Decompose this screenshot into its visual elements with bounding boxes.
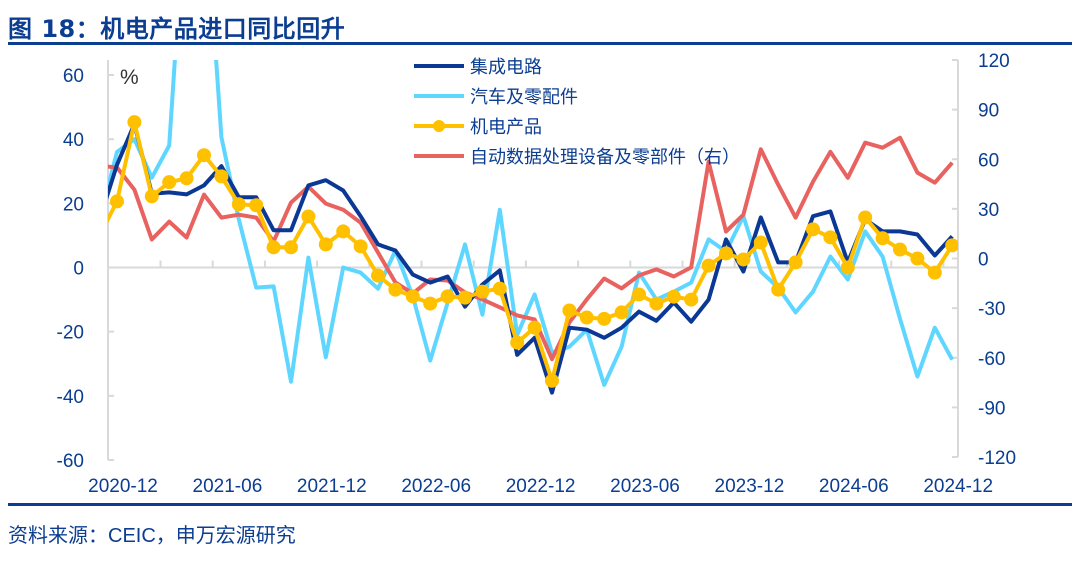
series-line xyxy=(108,60,954,387)
series-group xyxy=(108,60,958,395)
legend-label: 自动数据处理设备及零部件（右） xyxy=(470,147,740,168)
left-tick-label: 20 xyxy=(63,194,84,215)
data-point xyxy=(266,240,281,255)
left-tick-label: -20 xyxy=(57,323,84,344)
figure-title: 图 18：机电产品进口同比回升 xyxy=(8,15,346,43)
data-point xyxy=(492,281,507,296)
data-point xyxy=(858,210,873,225)
source-note: 资料来源：CEIC，申万宏源研究 xyxy=(8,525,296,547)
data-point xyxy=(579,310,594,325)
data-point xyxy=(753,235,768,250)
left-tick-label: -60 xyxy=(57,451,84,472)
x-tick-label: 2021-06 xyxy=(193,476,263,497)
x-tick-label: 2023-06 xyxy=(610,476,680,497)
right-tick-label: -30 xyxy=(978,299,1005,320)
data-point xyxy=(440,289,455,304)
data-point xyxy=(388,282,403,297)
right-tick-label: 30 xyxy=(978,200,999,221)
data-point xyxy=(301,209,316,224)
data-point xyxy=(788,255,803,270)
right-tick-label: 60 xyxy=(978,150,999,171)
data-point xyxy=(545,373,559,388)
data-point xyxy=(719,246,733,261)
data-point xyxy=(736,252,751,267)
data-point xyxy=(771,282,786,297)
data-point xyxy=(823,230,838,245)
data-point xyxy=(458,290,472,305)
right-tick-label: 0 xyxy=(978,250,989,271)
right-tick-label: -120 xyxy=(978,448,1016,469)
legend-label: 汽车及零配件 xyxy=(470,87,578,108)
unit-label: % xyxy=(120,66,139,89)
data-point xyxy=(318,237,333,252)
data-point xyxy=(597,311,612,326)
data-point xyxy=(632,287,646,302)
series-3 xyxy=(108,135,954,362)
x-tick-label: 2022-12 xyxy=(506,476,576,497)
data-point xyxy=(214,169,229,184)
legend-item: 自动数据处理设备及零部件（右） xyxy=(414,147,740,168)
legend-label: 机电产品 xyxy=(470,117,542,138)
data-point xyxy=(840,260,855,275)
left-tick-label: 40 xyxy=(63,130,84,151)
data-point xyxy=(527,320,542,335)
x-tick-label: 2020-12 xyxy=(88,476,158,497)
data-point xyxy=(562,303,577,318)
data-point xyxy=(197,148,211,163)
data-point xyxy=(475,284,490,299)
data-point xyxy=(927,265,942,280)
left-tick-label: 60 xyxy=(63,66,84,87)
legend-label: 集成电路 xyxy=(470,57,542,78)
footer-rule xyxy=(8,503,1072,506)
data-point xyxy=(144,189,159,204)
data-point xyxy=(336,224,351,239)
data-point xyxy=(666,289,681,304)
data-point xyxy=(249,198,264,213)
left-tick-label: -40 xyxy=(57,387,84,408)
series-1 xyxy=(108,60,954,387)
data-point xyxy=(806,222,820,237)
data-point xyxy=(371,268,385,283)
data-point xyxy=(510,335,525,350)
legend-item: 机电产品 xyxy=(414,117,542,138)
data-point xyxy=(875,231,890,246)
data-point xyxy=(701,258,716,273)
right-tick-label: 120 xyxy=(978,51,1010,72)
data-point xyxy=(649,296,664,311)
data-point xyxy=(231,197,246,212)
data-point xyxy=(945,238,958,253)
data-point xyxy=(110,194,124,209)
legend-item: 汽车及零配件 xyxy=(414,87,578,108)
right-tick-label: 90 xyxy=(978,101,999,122)
legend-item: 集成电路 xyxy=(414,57,542,78)
data-point xyxy=(162,175,177,190)
data-point xyxy=(910,251,925,266)
data-point xyxy=(614,305,629,320)
x-tick-label: 2024-06 xyxy=(819,476,889,497)
header-rule xyxy=(8,42,1072,45)
data-point xyxy=(179,171,194,186)
series-2 xyxy=(108,115,958,388)
x-tick-label: 2022-06 xyxy=(401,476,471,497)
right-tick-label: -90 xyxy=(978,398,1005,419)
data-point xyxy=(423,296,438,311)
legend-marker xyxy=(433,120,445,132)
x-tick-label: 2021-12 xyxy=(297,476,367,497)
x-tick-label: 2023-12 xyxy=(715,476,785,497)
data-point xyxy=(127,115,142,130)
series-line xyxy=(108,135,954,362)
data-point xyxy=(284,240,298,255)
right-tick-label: -60 xyxy=(978,349,1005,370)
data-point xyxy=(893,242,907,257)
data-point xyxy=(684,292,699,307)
x-tick-label: 2024-12 xyxy=(923,476,993,497)
data-point xyxy=(353,239,368,254)
data-point xyxy=(405,289,420,304)
left-tick-label: 0 xyxy=(73,259,84,280)
